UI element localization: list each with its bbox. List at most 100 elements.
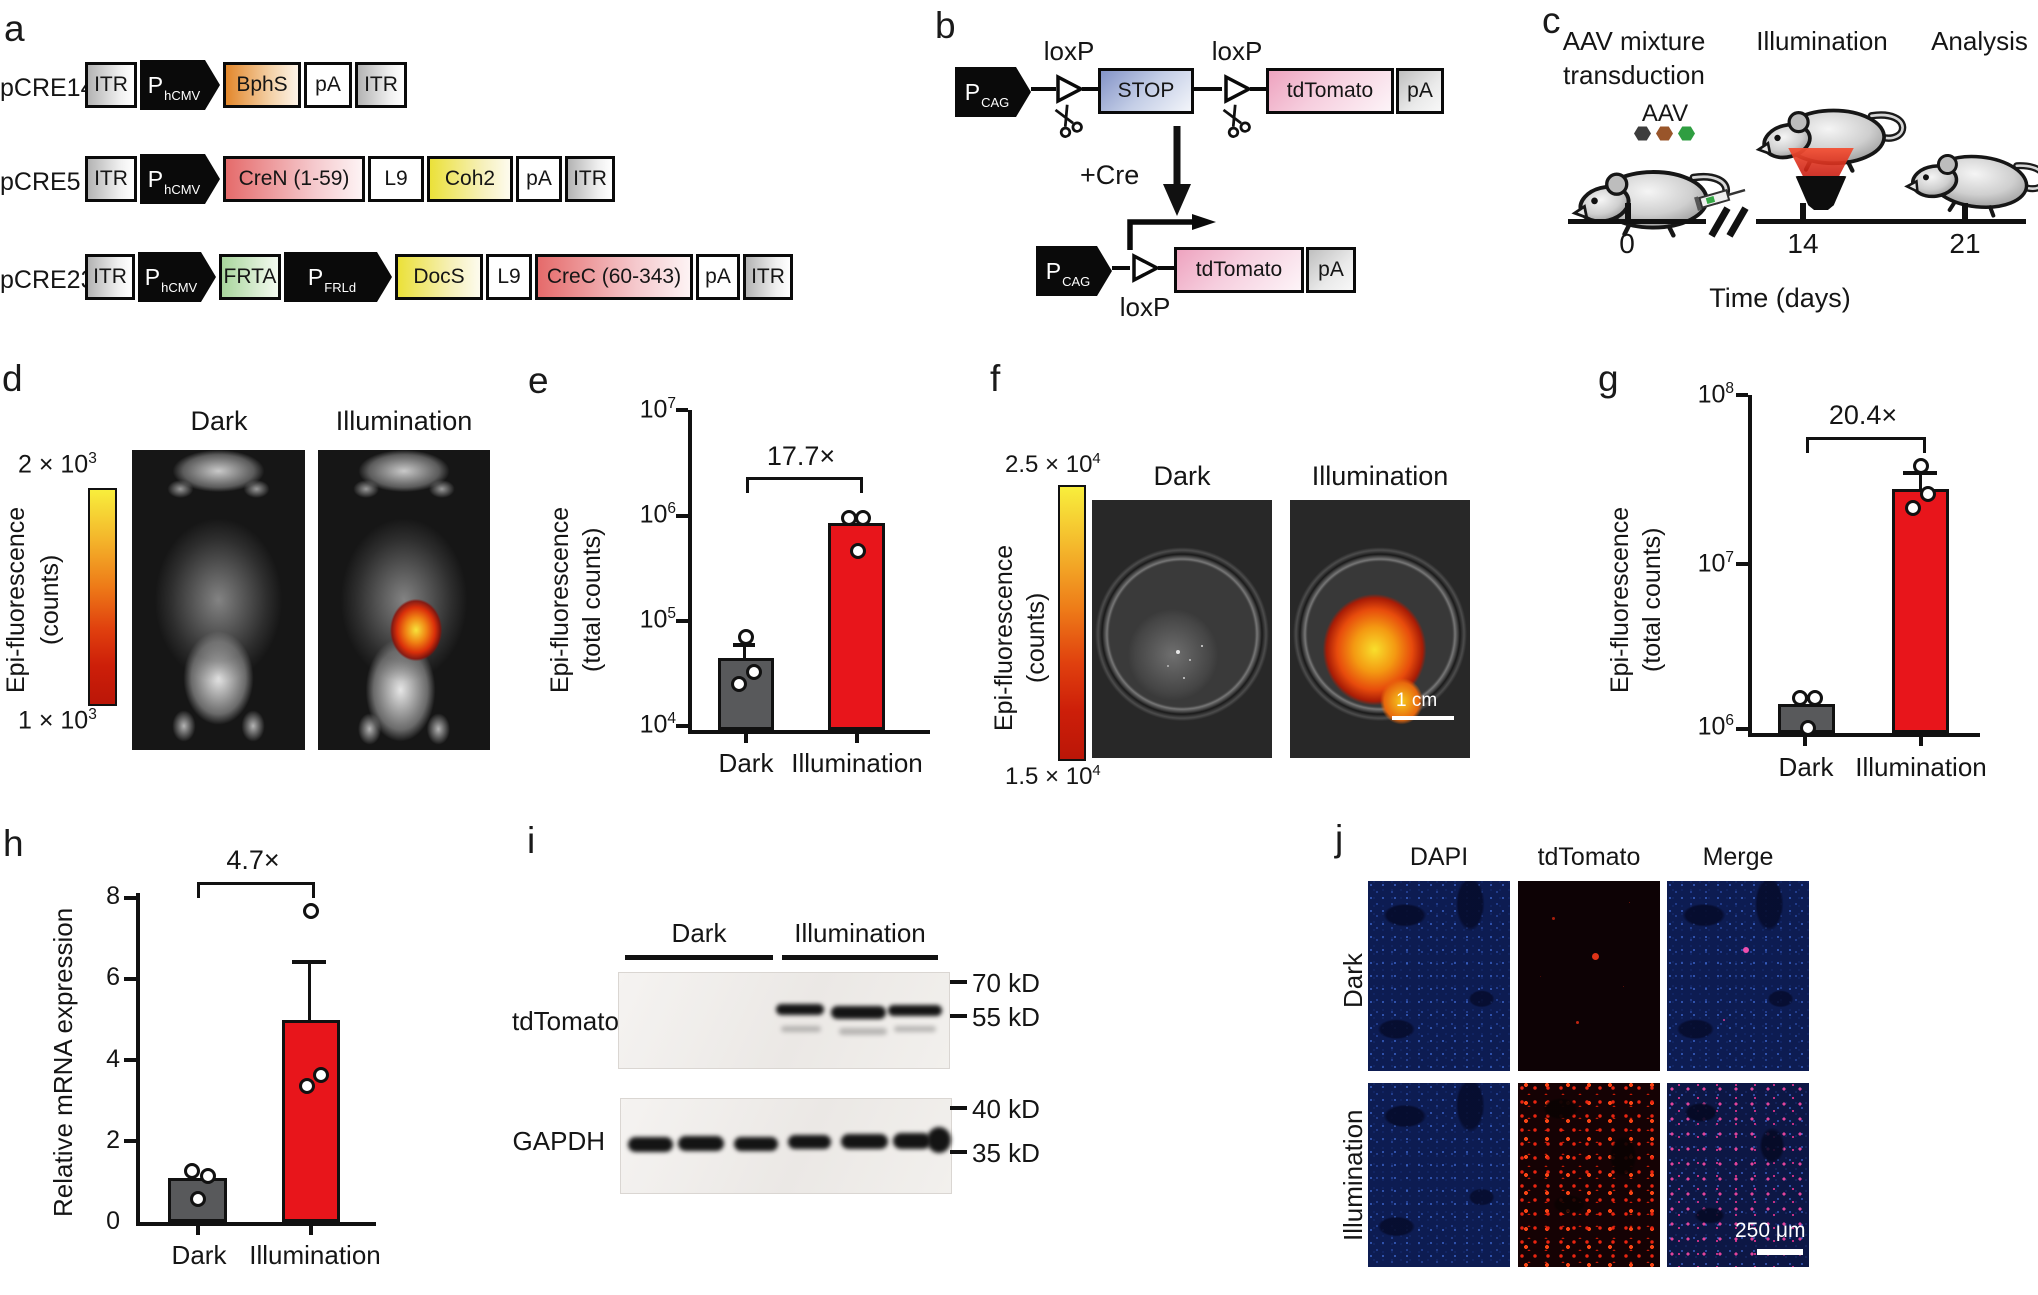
aav-hexagon-brown-icon xyxy=(1656,126,1673,141)
panel-d-label: d xyxy=(2,358,23,399)
y-tick-mark xyxy=(1736,393,1748,397)
mouse-fluorescence-image-illumination xyxy=(318,450,490,750)
loxp-label: loxP xyxy=(1119,292,1171,322)
mouse-fluorescence-image-dark xyxy=(132,450,305,750)
y-tick-mark xyxy=(124,1139,136,1143)
pa-text: pA xyxy=(1318,258,1344,281)
colorbar-min-label: 1.5 × 104 xyxy=(1005,763,1101,791)
connector-line xyxy=(1112,266,1130,270)
itr-box: ITR xyxy=(85,62,137,108)
bar-dark xyxy=(718,658,774,730)
protein-band xyxy=(888,1005,942,1016)
frta-text: FRTA xyxy=(223,265,277,288)
y-tick-6: 6 xyxy=(106,963,120,991)
y-tick-mark xyxy=(676,514,688,518)
micrograph-merge-dark xyxy=(1667,881,1809,1071)
tick-exp: 7 xyxy=(667,395,676,412)
step-aav-mixture-line1: AAV mixture xyxy=(1562,26,1706,56)
protein-band xyxy=(841,1134,888,1149)
bar-illumination xyxy=(1892,489,1949,733)
timeline-label-14: 14 xyxy=(1787,228,1819,259)
protein-band xyxy=(788,1135,831,1149)
aav-hexagon-black-icon xyxy=(1634,126,1651,141)
x-axis xyxy=(688,730,930,734)
cren-box: CreN (1-59) xyxy=(223,156,365,202)
crec-box: CreC (60-343) xyxy=(535,254,693,300)
step-aav-mixture-line2: transduction xyxy=(1563,60,1705,90)
panel-f-label: f xyxy=(990,358,1001,399)
tick-exp: 7 xyxy=(1725,549,1734,566)
tick-exp: 4 xyxy=(667,710,676,727)
error-bar-illumination xyxy=(1919,473,1922,489)
protein-band xyxy=(734,1137,778,1151)
y-tick-mark xyxy=(676,724,688,728)
panel-c-label: c xyxy=(1542,0,1561,41)
colorbar-min-label: 1 × 103 xyxy=(18,706,97,735)
tick-exp: 6 xyxy=(1725,712,1734,729)
data-point xyxy=(1920,486,1936,502)
pa-text: pA xyxy=(1407,79,1433,102)
data-point xyxy=(746,664,762,680)
data-point xyxy=(299,1078,315,1094)
y-axis xyxy=(136,893,140,1225)
y-tick-1e6: 106 xyxy=(624,500,676,529)
itr-box: ITR xyxy=(85,156,137,202)
data-point xyxy=(1913,458,1929,474)
colorbar-max-label: 2 × 103 xyxy=(18,450,97,479)
marker-70kd: 70 kD xyxy=(972,968,1040,998)
tick-base: 10 xyxy=(1697,380,1726,409)
y-tick-8: 8 xyxy=(106,882,120,910)
timeline-label-21: 21 xyxy=(1949,228,1981,259)
pa-box: pA xyxy=(516,156,562,202)
pcag-promoter: P CAG xyxy=(1036,246,1112,296)
bphs-box: BphS xyxy=(223,62,301,108)
y-tick-mark xyxy=(124,896,136,900)
timeline-tick-0 xyxy=(1625,203,1631,219)
fold-change-label: 17.7× xyxy=(766,441,836,471)
y-tick-1e7: 107 xyxy=(624,395,676,424)
tdtomato-box: tdTomato xyxy=(1266,68,1394,114)
transcription-arrow-icon xyxy=(1127,214,1216,250)
x-label-illumination: Illumination xyxy=(1855,752,1987,782)
aav-label: AAV xyxy=(1641,100,1689,127)
construct-name-pcre23: pCRE23 xyxy=(0,266,95,294)
timeline-axis xyxy=(1568,219,2026,224)
bar-illumination xyxy=(282,1020,340,1222)
data-point xyxy=(1905,500,1921,516)
scalebar xyxy=(1757,1249,1803,1255)
y-tick-mark xyxy=(1736,562,1748,566)
down-arrow-icon xyxy=(1163,126,1191,216)
data-point xyxy=(738,629,754,645)
l9-box: L9 xyxy=(368,156,424,202)
column-title-illumination: Illumination xyxy=(335,406,473,436)
micrograph-tdtomato-dark xyxy=(1518,881,1660,1071)
fold-change-label: 4.7× xyxy=(226,845,280,875)
western-blot-gapdh xyxy=(620,1098,952,1194)
colorbar-max-exponent: 3 xyxy=(88,450,97,467)
faint-band xyxy=(839,1028,887,1035)
promoter-subscript: FRLd xyxy=(324,280,357,295)
marker-35kd: 35 kD xyxy=(972,1138,1040,1168)
marker-dash xyxy=(950,1106,967,1110)
data-point xyxy=(303,903,319,919)
x-tick-mark xyxy=(744,733,748,743)
colorbar-min-value: 1.5 × 10 xyxy=(1005,763,1093,790)
panel-g-label: g xyxy=(1598,358,1619,399)
error-bar-cap-illumination xyxy=(292,960,326,964)
crec-text: CreC (60-343) xyxy=(546,265,682,288)
tick-base: 10 xyxy=(1697,712,1726,741)
colorbar-min-value: 1 × 10 xyxy=(18,706,89,735)
cren-text: CreN (1-59) xyxy=(238,167,350,190)
tick-base: 10 xyxy=(639,395,668,424)
row-label-illumination: Illumination xyxy=(1338,1109,1368,1241)
marker-40kd: 40 kD xyxy=(972,1094,1040,1124)
timeline-tick-14 xyxy=(1800,203,1806,219)
group-label-dark: Dark xyxy=(671,918,727,948)
pa-box: pA xyxy=(1396,68,1444,114)
